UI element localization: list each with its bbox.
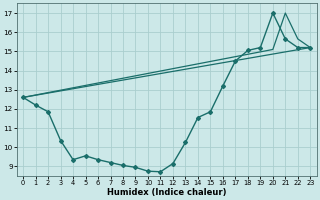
X-axis label: Humidex (Indice chaleur): Humidex (Indice chaleur): [107, 188, 227, 197]
